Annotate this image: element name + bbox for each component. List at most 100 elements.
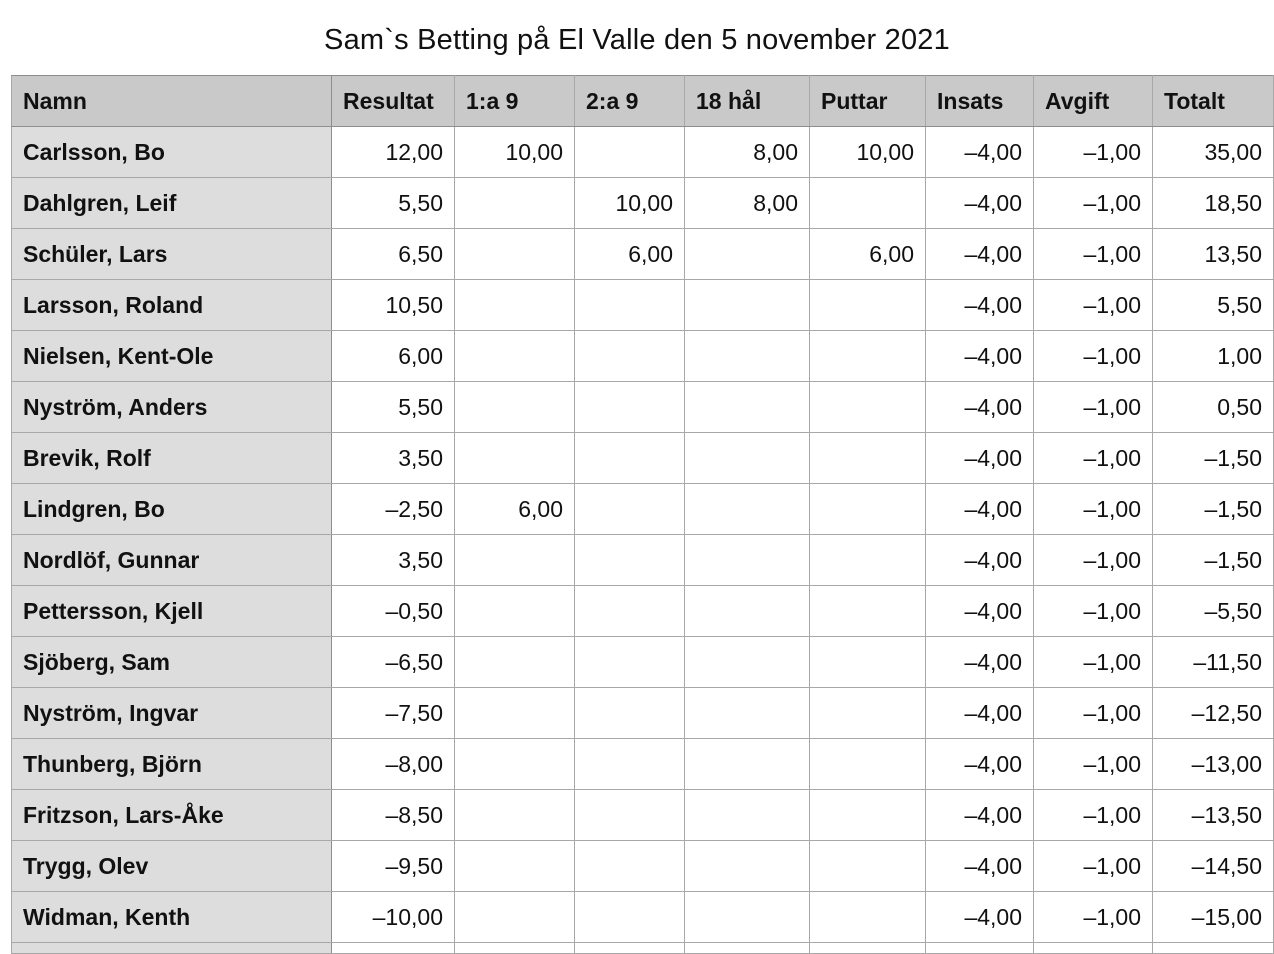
cell-avgift[interactable]: –1,00 [1033, 636, 1153, 688]
cell-puttar[interactable] [809, 483, 926, 535]
cell-andra-9[interactable] [574, 330, 685, 382]
column-header-namn[interactable]: Namn [11, 75, 332, 127]
cell-andra-9[interactable] [574, 279, 685, 331]
cell-insats[interactable]: –4,00 [925, 738, 1034, 790]
cell-name[interactable]: Dahlgren, Leif [11, 177, 332, 229]
cell-avgift[interactable]: –1,00 [1033, 534, 1153, 586]
cell-forsta-9[interactable] [454, 585, 575, 637]
cell-avgift[interactable]: –1,00 [1033, 432, 1153, 484]
cell-avgift[interactable]: –1,00 [1033, 891, 1153, 943]
cell-insats[interactable]: –4,00 [925, 483, 1034, 535]
cell-name[interactable]: Lindgren, Bo [11, 483, 332, 535]
cell-andra-9[interactable] [574, 891, 685, 943]
cell-resultat[interactable]: –0,50 [331, 585, 455, 637]
cell-18-hal[interactable] [684, 789, 810, 841]
cell-totalt[interactable]: –14,50 [1152, 840, 1274, 892]
cell-puttar[interactable] [809, 381, 926, 433]
cell-name[interactable]: Nielsen, Kent-Ole [11, 330, 332, 382]
cell-insats[interactable]: –4,00 [925, 330, 1034, 382]
cell-totalt[interactable]: 0,50 [1152, 381, 1274, 433]
cell-forsta-9[interactable] [454, 279, 575, 331]
cell-puttar[interactable] [809, 432, 926, 484]
cell-resultat[interactable]: 6,50 [331, 228, 455, 280]
cell-resultat[interactable]: –6,50 [331, 636, 455, 688]
cell-totalt[interactable]: –1,50 [1152, 483, 1274, 535]
column-header-totalt[interactable]: Totalt [1152, 75, 1274, 127]
cell-name[interactable]: Sjöberg, Sam [11, 636, 332, 688]
cell-resultat[interactable]: 3,50 [331, 534, 455, 586]
column-header-insats[interactable]: Insats [925, 75, 1034, 127]
cell-18-hal[interactable]: 8,00 [684, 177, 810, 229]
cell-name[interactable]: Schüler, Lars [11, 228, 332, 280]
cell-forsta-9[interactable] [454, 687, 575, 739]
cell-totalt[interactable]: 13,50 [1152, 228, 1274, 280]
cell-andra-9[interactable] [574, 534, 685, 586]
cell-puttar[interactable] [809, 840, 926, 892]
cell-puttar[interactable] [809, 636, 926, 688]
cell-name[interactable]: Nyström, Ingvar [11, 687, 332, 739]
cell-insats[interactable]: –4,00 [925, 126, 1034, 178]
cell-name[interactable]: Nyström, Anders [11, 381, 332, 433]
cell-insats[interactable]: –4,00 [925, 840, 1034, 892]
column-header-18-hal[interactable]: 18 hål [684, 75, 810, 127]
cell-18-hal[interactable] [684, 330, 810, 382]
cell-insats[interactable]: –4,00 [925, 381, 1034, 433]
cell-forsta-9[interactable] [454, 636, 575, 688]
cell-resultat[interactable]: 5,50 [331, 381, 455, 433]
cell-forsta-9[interactable] [454, 432, 575, 484]
cell-resultat-empty[interactable] [331, 942, 455, 954]
cell-18-hal-empty[interactable] [684, 942, 810, 954]
cell-insats[interactable]: –4,00 [925, 891, 1034, 943]
cell-forsta-9[interactable] [454, 381, 575, 433]
cell-andra-9[interactable] [574, 687, 685, 739]
cell-puttar[interactable] [809, 738, 926, 790]
cell-andra-9[interactable] [574, 789, 685, 841]
cell-resultat[interactable]: 5,50 [331, 177, 455, 229]
cell-forsta-9[interactable] [454, 789, 575, 841]
cell-name[interactable]: Widman, Kenth [11, 891, 332, 943]
cell-forsta-9-empty[interactable] [454, 942, 575, 954]
cell-puttar[interactable]: 10,00 [809, 126, 926, 178]
cell-totalt[interactable]: –5,50 [1152, 585, 1274, 637]
cell-insats[interactable]: –4,00 [925, 585, 1034, 637]
cell-puttar[interactable] [809, 330, 926, 382]
cell-18-hal[interactable] [684, 738, 810, 790]
cell-avgift[interactable]: –1,00 [1033, 126, 1153, 178]
cell-18-hal[interactable] [684, 432, 810, 484]
cell-avgift[interactable]: –1,00 [1033, 381, 1153, 433]
cell-puttar[interactable]: 6,00 [809, 228, 926, 280]
cell-andra-9[interactable] [574, 126, 685, 178]
cell-totalt[interactable]: –13,00 [1152, 738, 1274, 790]
cell-avgift[interactable]: –1,00 [1033, 789, 1153, 841]
cell-andra-9-empty[interactable] [574, 942, 685, 954]
cell-resultat[interactable]: –9,50 [331, 840, 455, 892]
cell-andra-9[interactable] [574, 840, 685, 892]
cell-avgift[interactable]: –1,00 [1033, 687, 1153, 739]
cell-insats[interactable]: –4,00 [925, 432, 1034, 484]
cell-andra-9[interactable] [574, 585, 685, 637]
cell-forsta-9[interactable] [454, 330, 575, 382]
cell-puttar[interactable] [809, 891, 926, 943]
column-header-forsta-9[interactable]: 1:a 9 [454, 75, 575, 127]
column-header-avgift[interactable]: Avgift [1033, 75, 1153, 127]
cell-totalt[interactable]: –11,50 [1152, 636, 1274, 688]
cell-forsta-9[interactable] [454, 840, 575, 892]
cell-avgift[interactable]: –1,00 [1033, 738, 1153, 790]
cell-totalt[interactable]: 1,00 [1152, 330, 1274, 382]
cell-18-hal[interactable] [684, 483, 810, 535]
column-header-puttar[interactable]: Puttar [809, 75, 926, 127]
cell-totalt[interactable]: 35,00 [1152, 126, 1274, 178]
cell-insats[interactable]: –4,00 [925, 789, 1034, 841]
cell-18-hal[interactable] [684, 687, 810, 739]
cell-andra-9[interactable] [574, 636, 685, 688]
cell-insats[interactable]: –4,00 [925, 534, 1034, 586]
cell-totalt[interactable]: –12,50 [1152, 687, 1274, 739]
cell-forsta-9[interactable]: 10,00 [454, 126, 575, 178]
cell-resultat[interactable]: –8,50 [331, 789, 455, 841]
column-header-andra-9[interactable]: 2:a 9 [574, 75, 685, 127]
cell-resultat[interactable]: –7,50 [331, 687, 455, 739]
cell-puttar[interactable] [809, 279, 926, 331]
cell-totalt[interactable]: –1,50 [1152, 534, 1274, 586]
cell-totalt[interactable]: 5,50 [1152, 279, 1274, 331]
cell-18-hal[interactable] [684, 381, 810, 433]
